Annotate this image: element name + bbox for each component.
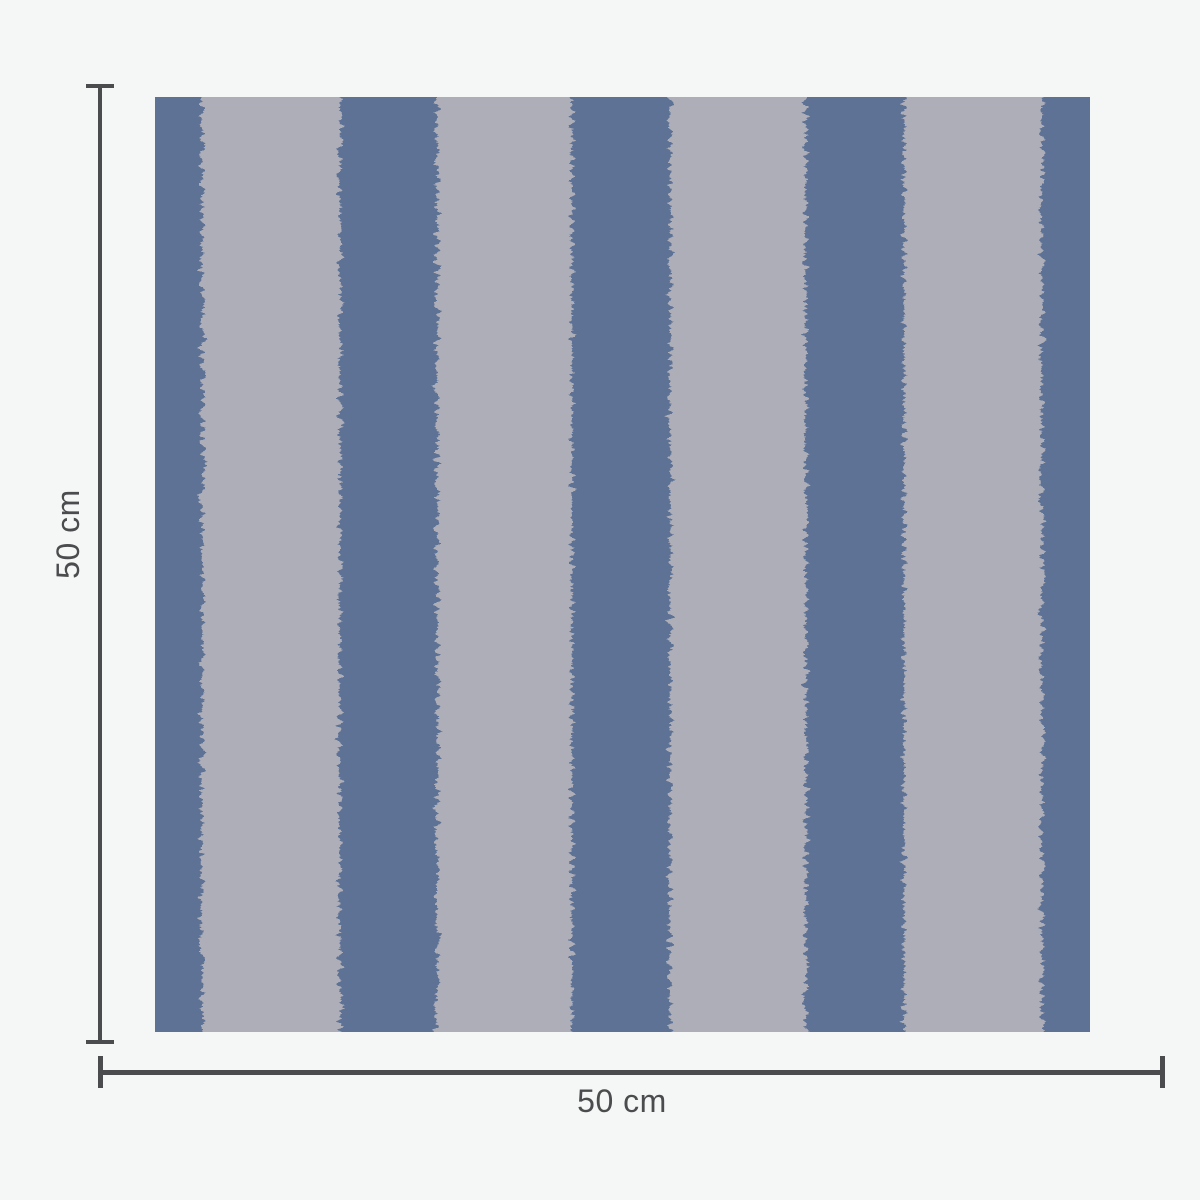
height-dimension-cap-top: [86, 84, 114, 88]
height-dimension-label: 50 cm: [50, 489, 86, 579]
width-dimension-line: [100, 1070, 1163, 1075]
height-dimension-cap-bottom: [86, 1040, 114, 1044]
swatch-stripes: [155, 97, 1090, 1032]
width-dimension-cap-right: [1160, 1056, 1165, 1088]
width-dimension-cap-left: [98, 1056, 103, 1088]
wallpaper-swatch: [155, 97, 1090, 1032]
swatch-pattern-svg: [155, 97, 1090, 1032]
width-dimension-label: 50 cm: [577, 1083, 667, 1119]
height-dimension-line: [98, 84, 102, 1044]
